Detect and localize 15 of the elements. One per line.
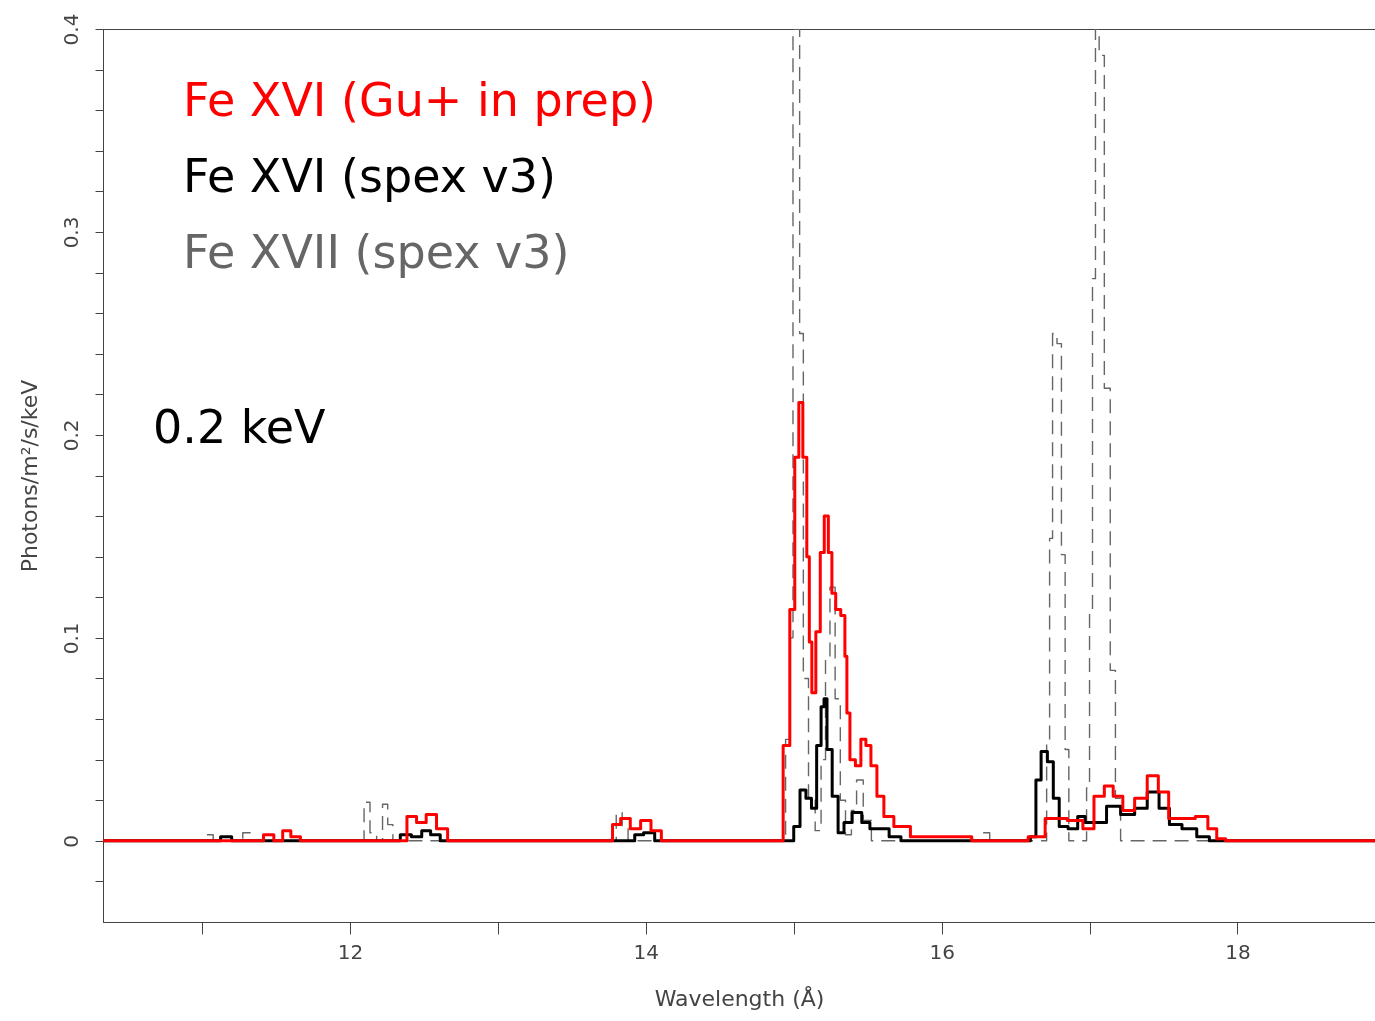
x-tick-label: 16 [929,939,955,964]
y-axis-title: Photons/m²/s/keV [16,379,42,573]
y-tick-label: 0.1 [58,622,83,655]
x-tick-label: 18 [1225,939,1251,964]
text: Fe XVI (spex v3) [183,149,556,203]
y-tick-label: 0.3 [58,216,83,249]
y-tick-label: 0 [58,834,83,848]
text: Fe XVI (Gu+ in prep) [183,73,657,127]
x-tick-label: 14 [633,939,660,964]
text: Fe XVII (spex v3) [183,225,570,279]
x-axis-title: Wavelength (Å) [654,984,825,1011]
y-tick-label: 0.4 [58,13,83,46]
annotation: 0.2 keV [153,400,327,454]
y-tick-label: 0.2 [58,419,83,452]
x-tick-label: 12 [337,939,364,964]
